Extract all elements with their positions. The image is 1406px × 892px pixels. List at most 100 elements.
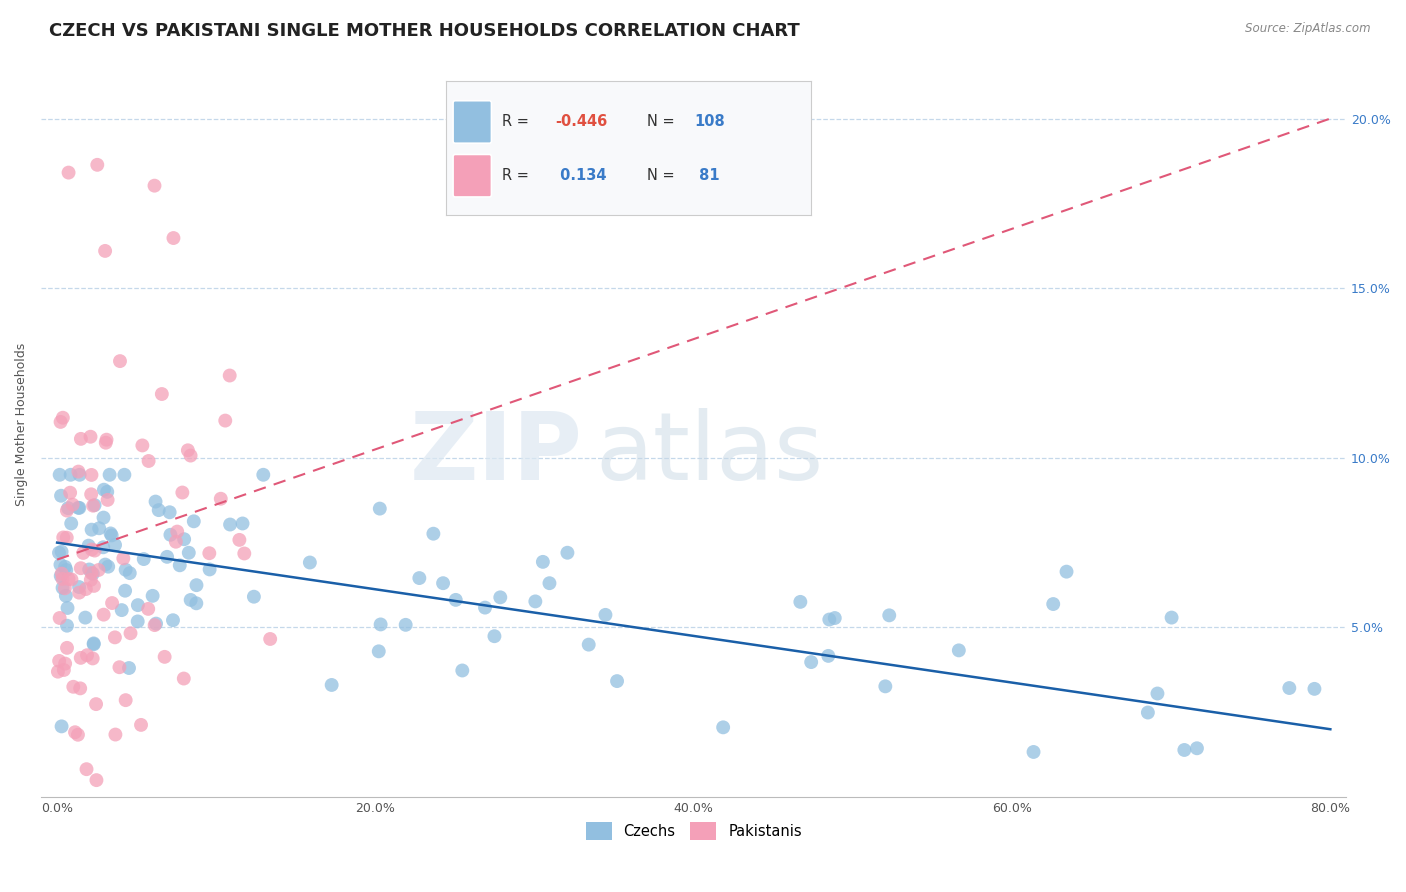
Point [100, 526, 122, 541]
Point [69, 681, 91, 696]
Point [177, 443, 200, 458]
Point [56, 618, 79, 632]
Point [162, 613, 184, 627]
Point [156, 549, 179, 564]
Point [67, 580, 90, 594]
Point [82, 651, 104, 665]
Point [243, 590, 266, 604]
Point [79, 430, 101, 444]
Point [98, 467, 121, 482]
Point [127, 598, 149, 612]
Point [69, 651, 91, 665]
Point [298, 556, 321, 570]
Point [183, 514, 205, 528]
Point [800, 655, 823, 669]
Point [67, 465, 90, 479]
Point [165, 534, 187, 549]
Point [58, 165, 80, 179]
Point [93, 510, 115, 524]
Point [58, 572, 80, 586]
Point [60, 516, 83, 531]
Point [444, 593, 467, 607]
Point [214, 414, 236, 428]
Point [186, 596, 208, 610]
Point [83, 543, 105, 558]
Point [114, 583, 136, 598]
Point [186, 578, 208, 592]
Point [86, 158, 108, 172]
Point [173, 672, 195, 686]
Point [83, 498, 105, 512]
Point [1160, 610, 1182, 624]
Point [131, 438, 153, 452]
Point [83, 637, 105, 651]
Point [321, 678, 343, 692]
Point [818, 613, 841, 627]
Point [56, 501, 79, 516]
Point [55, 563, 77, 577]
Point [51, 544, 73, 558]
Point [136, 602, 159, 616]
Point [72, 546, 94, 560]
Point [56, 503, 79, 517]
Point [368, 501, 391, 516]
Point [432, 576, 454, 591]
Point [67, 585, 90, 599]
Point [59, 467, 82, 482]
Point [120, 626, 142, 640]
Point [55, 589, 77, 603]
Point [56, 640, 79, 655]
Point [49, 558, 72, 572]
Point [143, 618, 166, 632]
Point [408, 571, 430, 585]
Point [1136, 706, 1159, 720]
Point [422, 526, 444, 541]
Point [53, 560, 76, 574]
Point [75, 582, 97, 596]
Text: CZECH VS PAKISTANI SINGLE MOTHER HOUSEHOLDS CORRELATION CHART: CZECH VS PAKISTANI SINGLE MOTHER HOUSEHO… [49, 22, 800, 40]
Point [143, 178, 166, 193]
Point [159, 505, 181, 519]
Point [101, 596, 124, 610]
Point [53, 582, 76, 596]
Point [180, 449, 202, 463]
Point [127, 615, 149, 629]
Point [538, 576, 561, 591]
Text: ZIP: ZIP [411, 408, 583, 500]
Point [142, 589, 165, 603]
Point [67, 500, 90, 515]
Point [49, 569, 72, 583]
Point [82, 566, 104, 581]
Point [96, 484, 118, 499]
Point [112, 551, 135, 566]
Point [711, 720, 734, 734]
Point [49, 415, 72, 429]
Point [93, 607, 115, 622]
Point [93, 483, 115, 497]
Point [209, 491, 232, 506]
Point [578, 638, 600, 652]
Point [531, 555, 554, 569]
Point [80, 467, 103, 482]
Point [52, 581, 75, 595]
Point [474, 600, 496, 615]
Point [76, 762, 98, 776]
Point [198, 562, 221, 576]
Point [83, 636, 105, 650]
Point [89, 521, 111, 535]
Point [148, 503, 170, 517]
Point [259, 632, 281, 646]
Point [111, 603, 134, 617]
Point [489, 591, 512, 605]
Point [59, 485, 82, 500]
Point [77, 562, 100, 576]
Point [218, 368, 240, 383]
Point [94, 435, 117, 450]
Point [46, 665, 69, 679]
Point [817, 648, 839, 663]
Point [51, 566, 73, 581]
Point [395, 617, 418, 632]
Point [114, 693, 136, 707]
Point [62, 680, 84, 694]
Point [1146, 686, 1168, 700]
